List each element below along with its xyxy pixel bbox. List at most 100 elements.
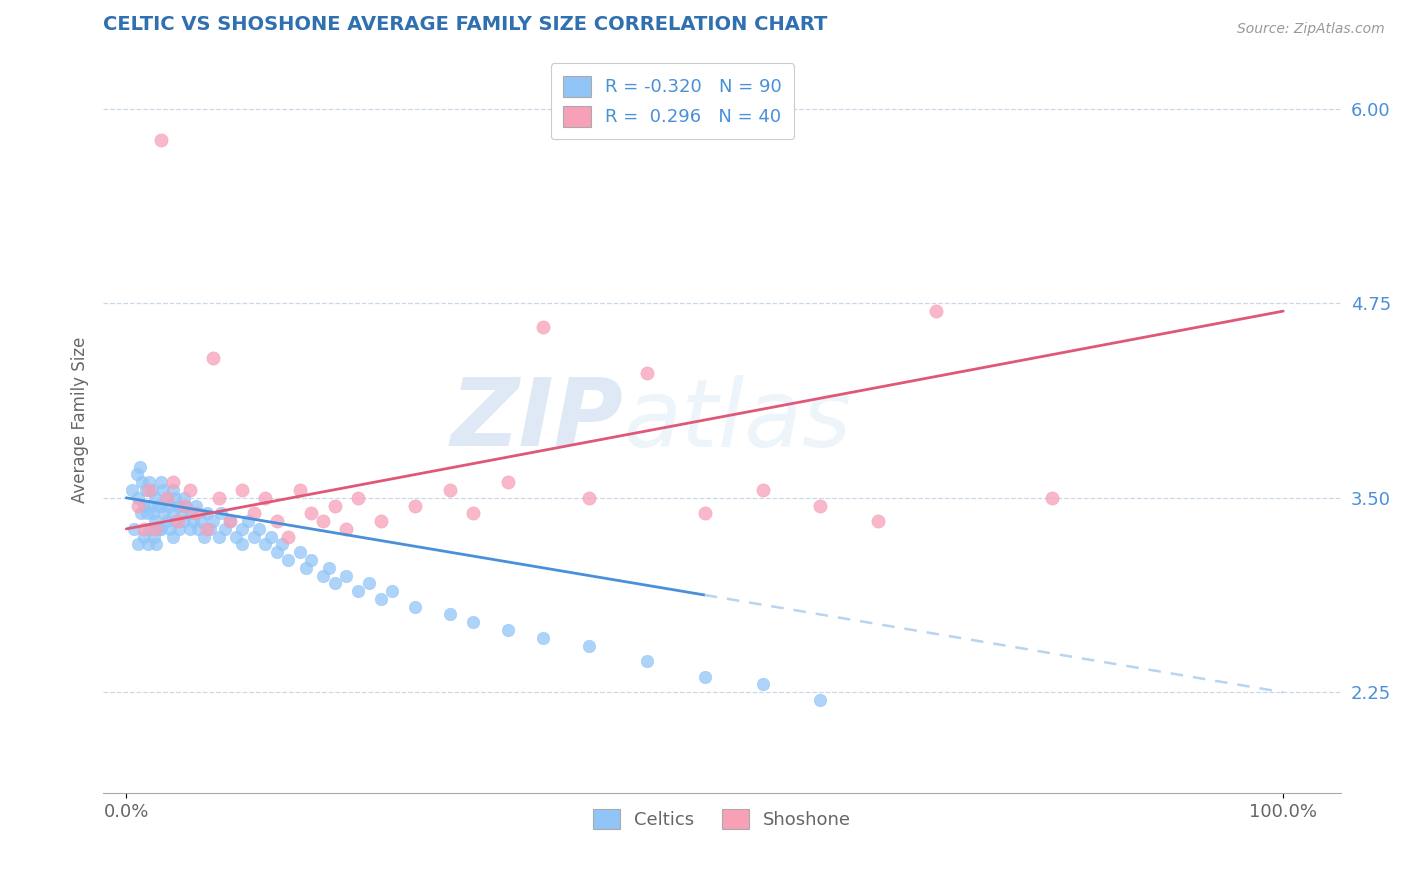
- Legend: Celtics, Shoshone: Celtics, Shoshone: [586, 801, 859, 837]
- Point: [127, 499, 149, 513]
- Point: [531, 631, 554, 645]
- Point: [405, 599, 427, 614]
- Point: [187, 522, 209, 536]
- Point: [184, 499, 207, 513]
- Point: [260, 530, 283, 544]
- Point: [190, 514, 212, 528]
- Point: [693, 506, 716, 520]
- Point: [146, 499, 169, 513]
- Point: [180, 506, 202, 520]
- Point: [136, 506, 159, 520]
- Point: [236, 514, 259, 528]
- Text: Source: ZipAtlas.com: Source: ZipAtlas.com: [1237, 22, 1385, 37]
- Point: [231, 483, 253, 497]
- Point: [299, 553, 322, 567]
- Point: [135, 483, 157, 497]
- Point: [132, 522, 155, 536]
- Point: [323, 576, 346, 591]
- Point: [636, 367, 658, 381]
- Point: [531, 319, 554, 334]
- Point: [202, 351, 225, 365]
- Point: [131, 506, 153, 520]
- Point: [157, 499, 180, 513]
- Point: [231, 522, 253, 536]
- Point: [219, 514, 242, 528]
- Point: [179, 483, 201, 497]
- Point: [323, 499, 346, 513]
- Point: [143, 530, 166, 544]
- Point: [124, 522, 146, 536]
- Point: [153, 506, 176, 520]
- Point: [141, 483, 163, 497]
- Point: [208, 530, 231, 544]
- Point: [439, 483, 461, 497]
- Point: [193, 530, 215, 544]
- Point: [156, 491, 179, 505]
- Point: [312, 568, 335, 582]
- Point: [277, 530, 299, 544]
- Point: [170, 506, 193, 520]
- Point: [138, 522, 160, 536]
- Point: [208, 491, 231, 505]
- Point: [143, 491, 166, 505]
- Point: [925, 304, 948, 318]
- Point: [183, 514, 205, 528]
- Point: [136, 537, 159, 551]
- Point: [359, 576, 381, 591]
- Point: [439, 607, 461, 622]
- Point: [184, 506, 207, 520]
- Point: [288, 483, 311, 497]
- Point: [163, 491, 186, 505]
- Point: [138, 483, 160, 497]
- Point: [149, 133, 172, 147]
- Point: [132, 530, 155, 544]
- Point: [162, 475, 184, 490]
- Point: [277, 553, 299, 567]
- Point: [148, 522, 170, 536]
- Point: [167, 514, 190, 528]
- Point: [125, 467, 148, 482]
- Point: [868, 514, 890, 528]
- Point: [143, 514, 166, 528]
- Point: [214, 522, 236, 536]
- Point: [173, 514, 195, 528]
- Point: [318, 561, 340, 575]
- Point: [346, 584, 368, 599]
- Point: [496, 623, 519, 637]
- Point: [149, 475, 172, 490]
- Point: [335, 522, 357, 536]
- Point: [231, 537, 253, 551]
- Point: [202, 514, 225, 528]
- Point: [751, 677, 773, 691]
- Point: [496, 475, 519, 490]
- Point: [156, 491, 179, 505]
- Point: [138, 499, 160, 513]
- Point: [142, 506, 165, 520]
- Point: [131, 475, 153, 490]
- Point: [173, 499, 195, 513]
- Point: [162, 506, 184, 520]
- Point: [247, 522, 270, 536]
- Point: [370, 514, 392, 528]
- Point: [127, 537, 149, 551]
- Point: [810, 499, 832, 513]
- Point: [167, 499, 190, 513]
- Point: [152, 483, 174, 497]
- Point: [165, 514, 187, 528]
- Point: [195, 522, 218, 536]
- Point: [242, 530, 264, 544]
- Point: [156, 514, 179, 528]
- Point: [370, 591, 392, 606]
- Point: [162, 530, 184, 544]
- Point: [346, 491, 368, 505]
- Point: [162, 483, 184, 497]
- Point: [209, 506, 232, 520]
- Text: atlas: atlas: [623, 375, 851, 466]
- Y-axis label: Average Family Size: Average Family Size: [72, 337, 89, 503]
- Point: [266, 545, 288, 559]
- Point: [463, 506, 485, 520]
- Point: [149, 522, 172, 536]
- Point: [198, 522, 221, 536]
- Point: [149, 499, 172, 513]
- Point: [288, 545, 311, 559]
